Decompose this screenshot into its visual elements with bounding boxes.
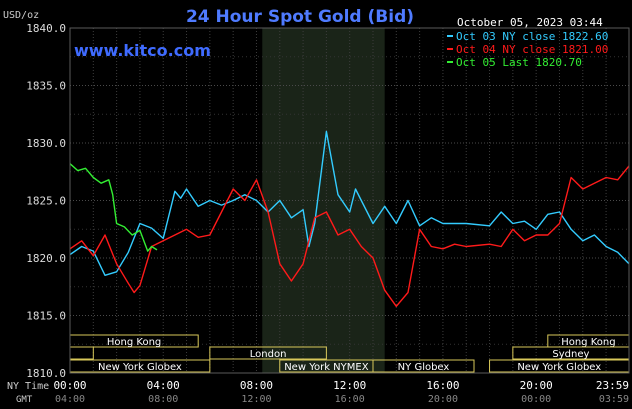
x-axis-ticks: 00:00 04:00 04:00 08:00 08:00 12:00 12:00 16:00… <box>53 379 629 405</box>
x-tick-label-ny: 08:00 <box>240 379 273 392</box>
y-tick-label: 1815.0 <box>26 310 66 323</box>
y-tick-label: 1810.0 <box>26 367 66 380</box>
x-tick-label-gmt: 08:00 <box>148 394 178 405</box>
y-unit-label: USD/oz <box>3 10 39 21</box>
y-tick-label: 1820.0 <box>26 252 66 265</box>
x-row-label-gmt: GMT <box>16 395 33 405</box>
x-tick-label-gmt: 00:00 <box>521 394 551 405</box>
x-tick-label-ny: 04:00 <box>147 379 180 392</box>
x-tick-label-gmt: 20:00 <box>428 394 458 405</box>
x-tick-label-gmt: 03:59 <box>599 394 629 405</box>
x-tick-label-gmt: 04:00 <box>55 394 85 405</box>
session-label: Hong Kong <box>107 337 161 348</box>
y-axis-ticks: 1840.0 1835.0 1830.0 1825.0 1820.0 1815.0 1810… <box>26 22 66 380</box>
session-box <box>209 346 327 360</box>
watermark-link[interactable]: www.kitco.com <box>74 41 211 60</box>
session-label: New York NYMEX <box>284 362 369 373</box>
y-tick-label: 1840.0 <box>26 22 66 35</box>
x-tick-label-ny: 12:00 <box>333 379 366 392</box>
series-lines <box>69 130 630 307</box>
legend-entry: Oct 04 NY close 1821.00 <box>456 43 608 56</box>
session-label: Sydney <box>552 349 589 360</box>
y-tick-label: 1830.0 <box>26 137 66 150</box>
session-label: London <box>250 349 287 360</box>
session-box <box>372 359 475 373</box>
x-tick-label-ny: 16:00 <box>426 379 459 392</box>
legend-entry: Oct 03 NY close 1822.60 <box>456 30 608 43</box>
y-tick-label: 1825.0 <box>26 195 66 208</box>
y-tick-label: 1835.0 <box>26 80 66 93</box>
session-label: NY Globex <box>398 362 450 373</box>
x-tick-label-ny: 00:00 <box>53 379 86 392</box>
market-sessions: Hong Kong London New York Globex New York N… <box>69 334 630 373</box>
date-label: October 05, 2023 03:44 <box>457 16 603 29</box>
session-label: Hong Kong <box>561 337 615 348</box>
x-row-label-ny: NY Time <box>7 381 49 392</box>
session-label: New York Globex <box>517 362 601 373</box>
series-line <box>69 130 630 276</box>
session-label: New York Globex <box>98 362 182 373</box>
x-tick-label-ny: 23:59 <box>596 379 629 392</box>
legend-entry: Oct 05 Last 1820.70 <box>456 56 582 69</box>
chart-title: 24 Hour Spot Gold (Bid) <box>186 7 414 27</box>
x-tick-label-gmt: 12:00 <box>241 394 271 405</box>
series-line <box>69 163 158 252</box>
x-tick-label-ny: 20:00 <box>520 379 553 392</box>
x-tick-label-gmt: 16:00 <box>335 394 365 405</box>
plot-frame <box>69 27 630 374</box>
